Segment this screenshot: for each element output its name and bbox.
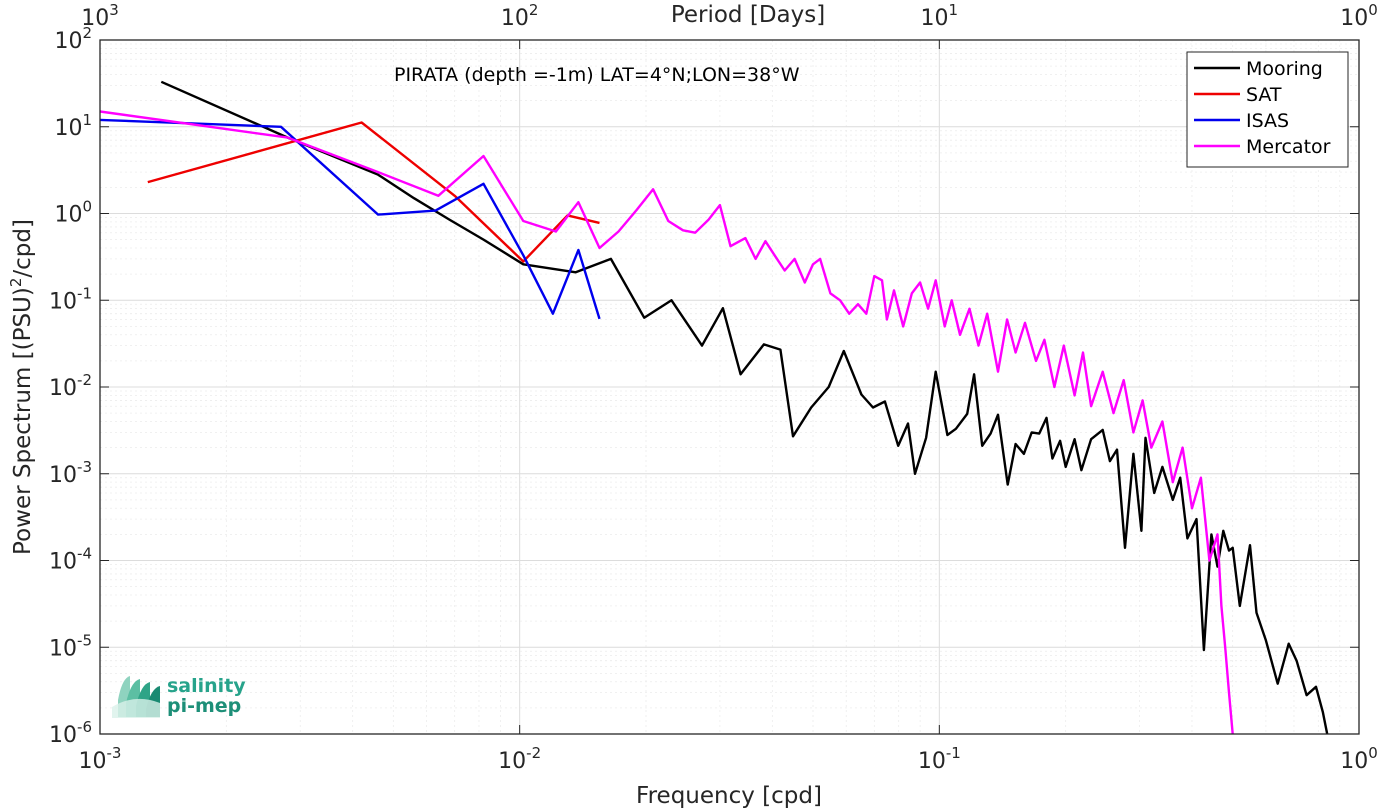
y-tick-label: 10-1 [49,284,92,314]
legend-label-mooring: Mooring [1246,58,1323,80]
logo-line2: pi-mep [167,695,241,717]
series-line-isas [100,118,601,320]
legend: Mooring SAT ISAS Mercator [1186,51,1349,168]
x-tick-label: 10-1 [918,744,961,774]
top-tick-label: 103 [81,1,119,31]
series-line-mercator [100,110,1234,734]
series-line-mooring [160,80,1329,734]
legend-label-isas: ISAS [1246,110,1289,132]
series-layer [100,80,1329,734]
y-tick-label: 100 [54,198,92,228]
y-axis-title: Power Spectrum [(PSU)2/cpd] [7,219,36,555]
y-tick-label: 10-3 [49,458,92,488]
y-tick-label: 10-2 [49,371,92,401]
x-tick-label: 10-3 [79,744,122,774]
y-tick-label: 101 [54,111,92,141]
x-axis-title: Frequency [cpd] [636,783,822,809]
y-tick-label: 10-4 [49,545,92,575]
x-tick-label: 10-2 [498,744,541,774]
x-tick-label: 100 [1340,744,1378,774]
logo-wave-icon [112,676,160,718]
legend-label-sat: SAT [1246,84,1282,106]
logo-line1: salinity [167,675,246,697]
salinity-pi-mep-logo: salinity pi-mep [112,675,246,718]
y-tick-label: 10-6 [49,718,92,748]
top-tick-label: 101 [921,1,959,31]
station-annotation: PIRATA (depth =-1m) LAT=4°N;LON=38°W [394,64,800,86]
top-axis-title: Period [Days] [671,2,825,28]
y-tick-label: 102 [54,24,92,54]
series-line-sat [147,121,600,263]
y-tick-label: 10-5 [49,631,92,661]
legend-label-mercator: Mercator [1246,136,1331,158]
top-tick-label: 102 [501,1,539,31]
legend-box [1186,51,1349,168]
top-tick-label: 100 [1340,1,1378,31]
